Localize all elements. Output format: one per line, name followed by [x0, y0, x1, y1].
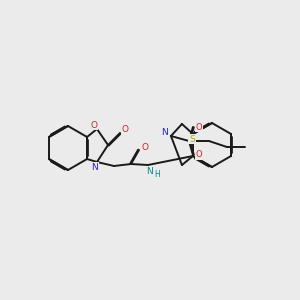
Text: O: O	[122, 125, 128, 134]
Text: S: S	[189, 134, 195, 143]
Text: N: N	[162, 128, 168, 137]
Text: N: N	[92, 163, 98, 172]
Text: O: O	[91, 121, 98, 130]
Text: N: N	[147, 167, 153, 176]
Text: O: O	[196, 151, 202, 160]
Text: O: O	[142, 143, 148, 152]
Text: O: O	[196, 122, 202, 131]
Text: H: H	[154, 169, 160, 178]
